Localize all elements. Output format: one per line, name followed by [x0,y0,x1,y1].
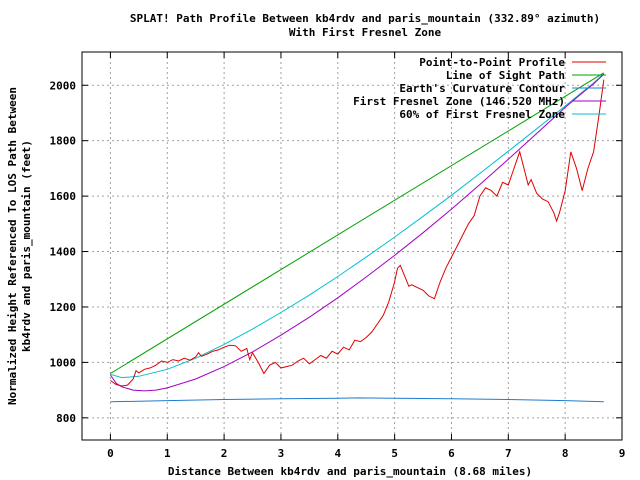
x-tick-label: 6 [448,447,455,460]
x-tick-label: 0 [107,447,114,460]
legend-label-4: 60% of First Fresnel Zone [399,108,565,121]
legend-label-2: Earth's Curvature Contour [399,82,565,95]
axis-ticks: 0 1 2 3 4 5 6 7 8 9 800 1000 1200 1400 1600 1800 2000 [50,52,626,460]
series-layer [109,72,605,403]
legend-label-0: Point-to-Point Profile [419,56,565,69]
y-tick-label: 2000 [50,79,77,92]
series-line-3 [109,73,605,392]
chart-title-line1: SPLAT! Path Profile Between kb4rdv and p… [130,12,600,25]
series-line-4 [110,73,605,379]
series-line-1 [110,72,605,374]
legend-label-3: First Fresnel Zone (146.520 MHz) [353,95,565,108]
grid-lines [82,52,623,440]
y-tick-label: 1600 [50,190,77,203]
x-tick-label: 7 [505,447,512,460]
y-tick-label: 1800 [50,135,77,148]
x-tick-label: 1 [164,447,171,460]
x-tick-label: 4 [334,447,341,460]
x-tick-label: 2 [221,447,228,460]
x-tick-label: 3 [278,447,285,460]
series-line-2 [110,397,604,403]
legend-label-1: Line of Sight Path [446,69,565,82]
plot-frame [81,51,623,441]
x-tick-label: 8 [562,447,569,460]
series-line-0 [110,79,605,387]
y-tick-label: 1000 [50,356,77,369]
chart-title-line2: With First Fresnel Zone [289,26,442,39]
y-tick-label: 800 [56,412,76,425]
x-axis-label: Distance Between kb4rdv and paris_mounta… [168,465,532,478]
y-tick-label: 1400 [50,246,77,259]
y-axis-label-line2: kb4rdv and paris_mountain (feet) [20,140,33,352]
y-tick-label: 1200 [50,301,77,314]
y-axis-label-line1: Normalized Height Referenced To LOS Path… [6,87,19,405]
x-tick-label: 5 [391,447,398,460]
x-tick-label: 9 [619,447,626,460]
